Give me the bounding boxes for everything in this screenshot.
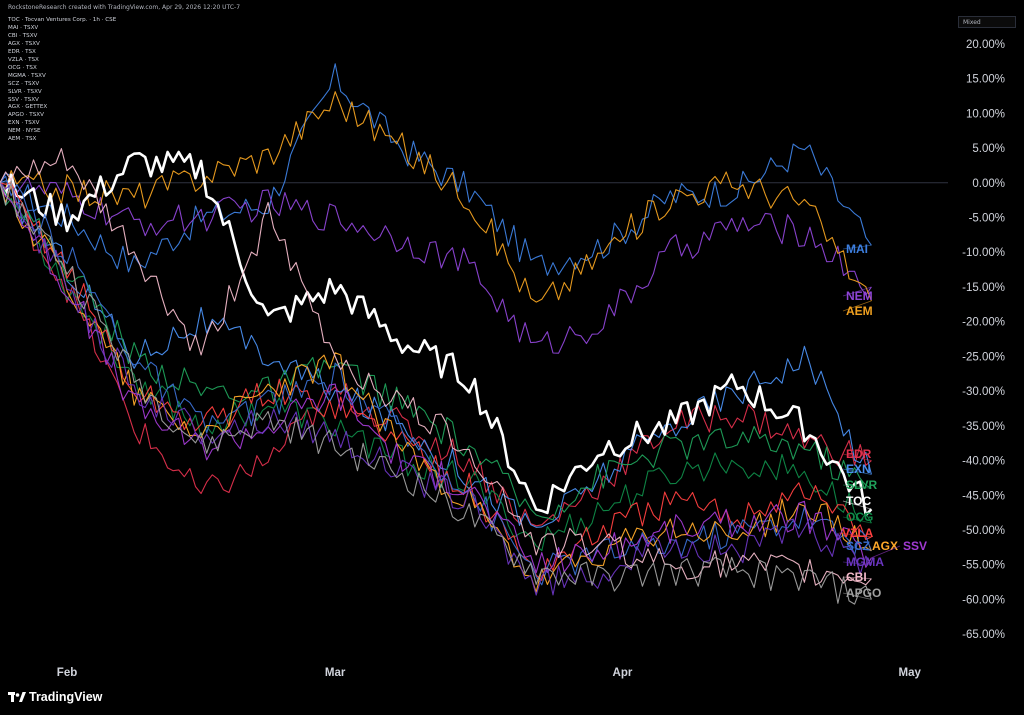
series-label-leader <box>868 545 872 552</box>
series-line-aem <box>0 91 872 303</box>
series-label-leader <box>842 244 872 250</box>
series-line-cbi <box>0 148 872 586</box>
series-line-exn <box>0 180 872 528</box>
series-line-scz <box>0 175 872 586</box>
x-tick-label: May <box>899 667 922 679</box>
tradingview-logo[interactable]: TradingView <box>8 690 102 704</box>
series-label-leader <box>842 561 872 566</box>
y-tick-label: 0.00% <box>972 178 1005 190</box>
series-end-label: CBI <box>846 570 867 584</box>
series-legend: TOC · Tocvan Ventures Corp. · 1h · CSE M… <box>8 17 116 144</box>
series-label-leader <box>842 516 872 524</box>
legend-item[interactable]: SLVR · TSXV <box>8 88 42 95</box>
series-end-label: MGMA <box>846 555 884 569</box>
series-label-leader <box>842 468 872 475</box>
series-label-leader <box>842 576 872 580</box>
x-tick-label: Mar <box>325 667 346 679</box>
y-tick-label: -55.00% <box>962 560 1005 572</box>
y-tick-label: -15.00% <box>962 282 1005 294</box>
legend-item[interactable]: AEM · TSX <box>8 136 37 143</box>
series-end-label: EDR <box>846 447 872 461</box>
series-end-label: MAI <box>846 242 868 256</box>
legend-item[interactable]: OCG · TSX <box>8 64 37 71</box>
legend-item[interactable]: CBI · TSXV <box>8 32 38 39</box>
y-tick-label: -20.00% <box>962 317 1005 329</box>
legend-item[interactable]: EDR · TSX <box>8 48 36 55</box>
y-tick-label: -45.00% <box>962 490 1005 502</box>
y-tick-label: -30.00% <box>962 386 1005 398</box>
series-label-leader <box>871 545 901 559</box>
series-line-toc <box>0 150 873 517</box>
series-end-label: NEM <box>846 289 873 303</box>
series-label-leader <box>842 300 872 312</box>
series-label-leader <box>838 532 872 538</box>
legend-item[interactable]: NEM · NYSE <box>8 128 41 135</box>
x-tick-label: Apr <box>613 667 633 679</box>
y-tick-label: -50.00% <box>962 525 1005 537</box>
y-tick-label: 10.00% <box>966 108 1005 120</box>
legend-item[interactable]: EXN · TSXV <box>8 120 40 127</box>
y-tick-label: -5.00% <box>969 213 1005 225</box>
series-end-label: SCZ <box>846 539 870 553</box>
chart-credit: RockstoneResearch created with TradingVi… <box>8 4 241 11</box>
series-line-apgo <box>0 181 872 605</box>
legend-item[interactable]: SSV · TSXV <box>8 96 39 103</box>
series-line-mai <box>0 63 872 276</box>
y-tick-label: -25.00% <box>962 351 1005 363</box>
series-end-label: OCG <box>846 510 873 524</box>
y-tick-label: 15.00% <box>966 74 1005 86</box>
tradingview-logo-icon <box>8 692 26 702</box>
series-end-label: EXN <box>846 462 871 476</box>
legend-item[interactable]: VZLA · TSX <box>8 56 39 63</box>
series-label-leader <box>842 592 872 600</box>
x-tick-label: Feb <box>57 667 77 679</box>
y-tick-label: 20.00% <box>966 39 1005 51</box>
series-label-leader <box>842 545 872 552</box>
series-label-leader <box>842 453 872 461</box>
y-tick-label: 5.00% <box>972 143 1005 155</box>
series-line-slvr <box>0 182 872 521</box>
series-line-nem <box>0 176 872 354</box>
footer-bar <box>0 685 1024 715</box>
series-line-edr <box>0 182 872 527</box>
y-tick-label: -40.00% <box>962 456 1005 468</box>
series-end-label: TOC <box>846 494 871 508</box>
legend-item[interactable]: SCZ · TSXV <box>8 80 40 87</box>
series-end-label: AEM <box>846 304 873 318</box>
y-tick-label: -10.00% <box>962 247 1005 259</box>
y-tick-label: -60.00% <box>962 594 1005 606</box>
legend-item[interactable]: AGX · TSXV <box>8 40 40 47</box>
legend-item[interactable]: MAI · TSXV <box>8 24 39 31</box>
series-end-label: AGX <box>872 539 898 553</box>
series-label-leader <box>842 286 872 297</box>
series-line-mgma <box>0 182 872 596</box>
series-end-label: SSV <box>903 539 927 553</box>
series-line-ocg <box>0 182 872 552</box>
series-label-leader <box>842 500 872 510</box>
legend-item[interactable]: APGO · TSXV <box>8 112 44 119</box>
y-tick-label: -65.00% <box>962 629 1005 641</box>
series-end-label: SLVR <box>846 478 877 492</box>
brand-name: TradingView <box>29 690 103 704</box>
series-end-label: VZLA <box>842 526 874 540</box>
legend-item[interactable]: TOC · Tocvan Ventures Corp. · 1h · CSE <box>8 17 117 23</box>
legend-item[interactable]: MGMA · TSXV <box>8 72 46 79</box>
scale-mode-selector[interactable]: Mixed <box>958 16 1016 28</box>
series-label-leader <box>842 484 872 489</box>
series-end-label: APGO <box>846 586 881 600</box>
y-tick-label: -35.00% <box>962 421 1005 433</box>
legend-item[interactable]: AGX · GETTEX <box>8 104 48 111</box>
